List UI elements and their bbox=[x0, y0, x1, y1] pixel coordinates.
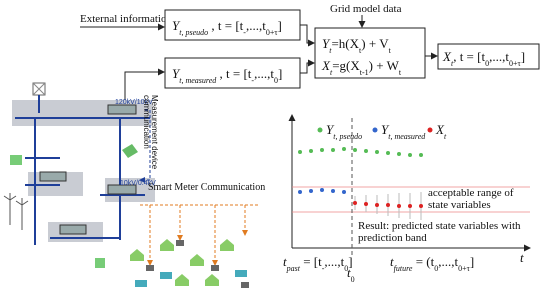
arrow bbox=[124, 68, 165, 100]
legend-entry: Xt bbox=[435, 122, 447, 141]
arrow bbox=[300, 24, 315, 47]
measurement-label: Measurement device bbox=[150, 95, 159, 170]
arrow bbox=[300, 59, 315, 74]
legend-entry: Yt, pseudo bbox=[326, 122, 362, 141]
grid-model-data: Grid model data bbox=[330, 3, 402, 15]
external-information: External information bbox=[80, 13, 172, 25]
equation: Yt=h(Xt) + Vt bbox=[322, 36, 392, 55]
result-label: prediction band bbox=[358, 232, 427, 244]
t-future: tfuture = (t0,...,t0+τ] bbox=[390, 254, 474, 273]
pseudo-formula: Yt, pseudo , t = [t-,...,t0+τ] bbox=[172, 18, 282, 37]
measurement-label: communication bbox=[142, 95, 151, 149]
range-label: acceptable range of bbox=[428, 187, 514, 199]
measured-formula: Yt, measured , t = [t-,...,t0] bbox=[172, 66, 282, 85]
transformer-label: 10kV/0.4kV bbox=[120, 180, 156, 187]
equation: Xt=g(Xt-1) + Wt bbox=[321, 58, 402, 77]
plot bbox=[288, 114, 531, 258]
output-box bbox=[437, 43, 540, 70]
legend-entry: Yt, measured bbox=[381, 122, 426, 141]
transformer-label: 120kV/10kV bbox=[115, 99, 153, 106]
t-zero: t0 bbox=[347, 265, 355, 284]
grid-picture bbox=[3, 82, 260, 288]
smart-meter-label: Smart Meter Communication bbox=[148, 182, 265, 193]
output-formula: Xt, t = [t0,...,t0+τ] bbox=[442, 49, 525, 68]
t-past: tpast = [t-,...,t0] bbox=[283, 254, 353, 273]
model-box bbox=[314, 27, 426, 79]
t-axis-label: t bbox=[520, 250, 524, 265]
range-label: state variables bbox=[428, 199, 491, 211]
result-label: Result: predicted state variables with bbox=[358, 220, 521, 232]
